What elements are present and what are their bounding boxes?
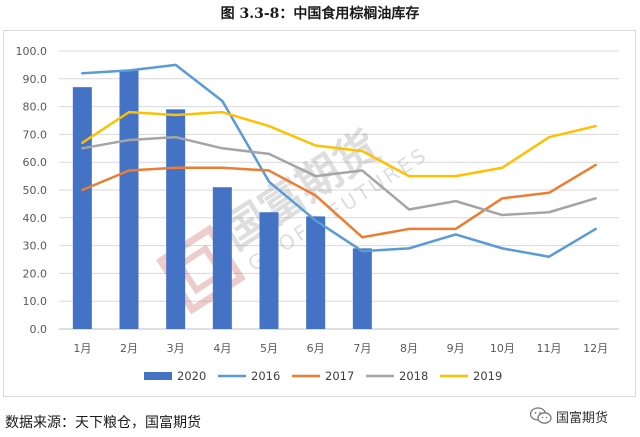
y-tick-label: 10.0 — [23, 295, 48, 308]
y-tick-label: 80.0 — [23, 101, 48, 114]
x-tick-label: 10月 — [490, 342, 515, 355]
bar-2020 — [119, 70, 139, 330]
x-tick-label: 5月 — [260, 342, 278, 355]
line-2017 — [81, 163, 597, 239]
y-tick-label: 0.0 — [30, 323, 48, 336]
y-tick-label: 20.0 — [23, 267, 48, 280]
x-tick-label: 1月 — [73, 342, 91, 355]
legend-label-2017: 2017 — [325, 369, 354, 383]
legend-label-2019: 2019 — [473, 369, 502, 383]
bar-2020 — [166, 109, 186, 329]
bar-2020 — [259, 212, 279, 329]
y-axis-ticks: 0.0 10.0 20.0 30.0 40.0 50.0 60.0 70.0 80.0 90.0 1… — [16, 45, 48, 336]
x-tick-label: 4月 — [213, 342, 231, 355]
y-tick-label: 90.0 — [23, 73, 48, 86]
x-tick-label: 3月 — [167, 342, 185, 355]
bar-2020 — [306, 216, 326, 329]
x-tick-label: 12月 — [583, 342, 608, 355]
x-tick-label: 6月 — [307, 342, 325, 355]
bar-2020 — [212, 187, 232, 329]
legend: 2020 2016 2017 2018 2019 — [144, 369, 502, 383]
y-tick-label: 30.0 — [23, 240, 48, 253]
brand-badge: 国富期货 — [530, 404, 608, 428]
x-tick-label: 9月 — [447, 342, 465, 355]
y-tick-label: 100.0 — [16, 45, 48, 58]
chart-frame: 国富期货 GUOFU FUTURES 0.0 10.0 20.0 30.0 40.0 50.… — [3, 30, 636, 397]
x-tick-label: 11月 — [537, 342, 562, 355]
x-axis-ticks: 1月 2月 3月 4月 5月 6月 7月 8月 9月 10月 11月 12月 — [73, 342, 608, 355]
x-tick-label: 8月 — [400, 342, 418, 355]
x-tick-label: 7月 — [353, 342, 371, 355]
bar-2020 — [352, 248, 372, 329]
wechat-icon — [530, 407, 552, 424]
legend-label-2016: 2016 — [251, 369, 280, 383]
legend-swatch-2020 — [144, 372, 172, 380]
y-tick-label: 70.0 — [23, 128, 48, 141]
line-2019 — [81, 110, 597, 178]
chart-title: 图 3.3-8：中国食用棕榈油库存 — [220, 6, 420, 22]
data-source: 数据来源：天下粮仓，国富期货 — [5, 415, 201, 431]
line-series — [81, 63, 597, 258]
bar-2020 — [72, 87, 92, 329]
line-2016 — [81, 63, 597, 258]
legend-label-2020: 2020 — [177, 369, 206, 383]
line-2018 — [81, 135, 597, 217]
brand-name: 国富期货 — [556, 410, 609, 426]
y-tick-label: 50.0 — [23, 184, 48, 197]
y-tick-label: 60.0 — [23, 156, 48, 169]
y-tick-label: 40.0 — [23, 212, 48, 225]
bar-series — [72, 70, 372, 330]
legend-label-2018: 2018 — [399, 369, 428, 383]
x-tick-label: 2月 — [120, 342, 138, 355]
